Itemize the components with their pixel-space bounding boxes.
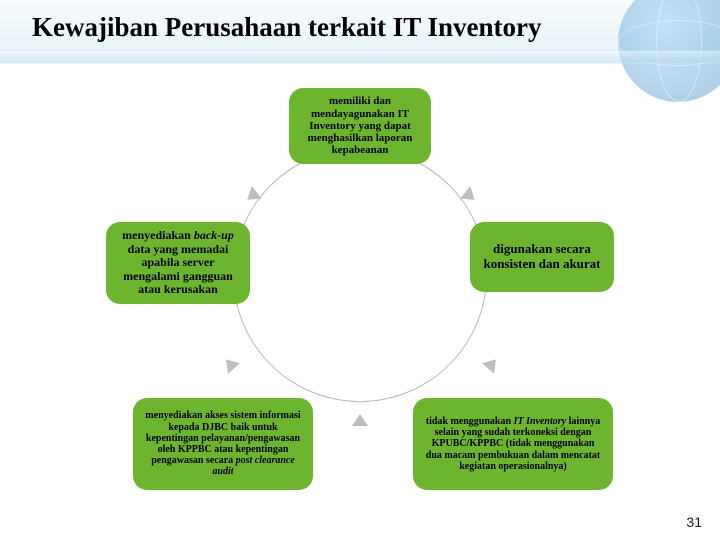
arrow-icon [482, 354, 502, 374]
page-title: Kewajiban Perusahaan terkait IT Inventor… [32, 12, 600, 43]
cycle-node-top: memiliki dan mendayagunakan IT Inventory… [289, 88, 431, 164]
node-text: memiliki dan mendayagunakan IT Inventory… [299, 95, 421, 157]
cycle-node-bottom-left: menyediakan akses sistem informasi kepad… [133, 398, 313, 490]
header-bar [0, 50, 720, 64]
arrow-icon [352, 414, 368, 426]
node-text: tidak menggunakan IT Inventory lainnya s… [423, 416, 603, 472]
arrow-icon [220, 354, 240, 374]
cycle-node-left: menyediakan back-up data yang memadai ap… [106, 222, 250, 304]
cycle-node-right: digunakan secara konsisten dan akurat [470, 222, 614, 292]
node-text: menyediakan akses sistem informasi kepad… [143, 410, 303, 477]
cycle-node-bottom-right: tidak menggunakan IT Inventory lainnya s… [413, 398, 613, 490]
node-text: menyediakan back-up data yang memadai ap… [116, 229, 240, 296]
cycle-diagram: memiliki dan mendayagunakan IT Inventory… [0, 72, 720, 512]
node-text: digunakan secara konsisten dan akurat [480, 242, 604, 271]
cycle-ring [233, 148, 487, 402]
page-number: 31 [686, 514, 702, 530]
slide: Kewajiban Perusahaan terkait IT Inventor… [0, 0, 720, 540]
